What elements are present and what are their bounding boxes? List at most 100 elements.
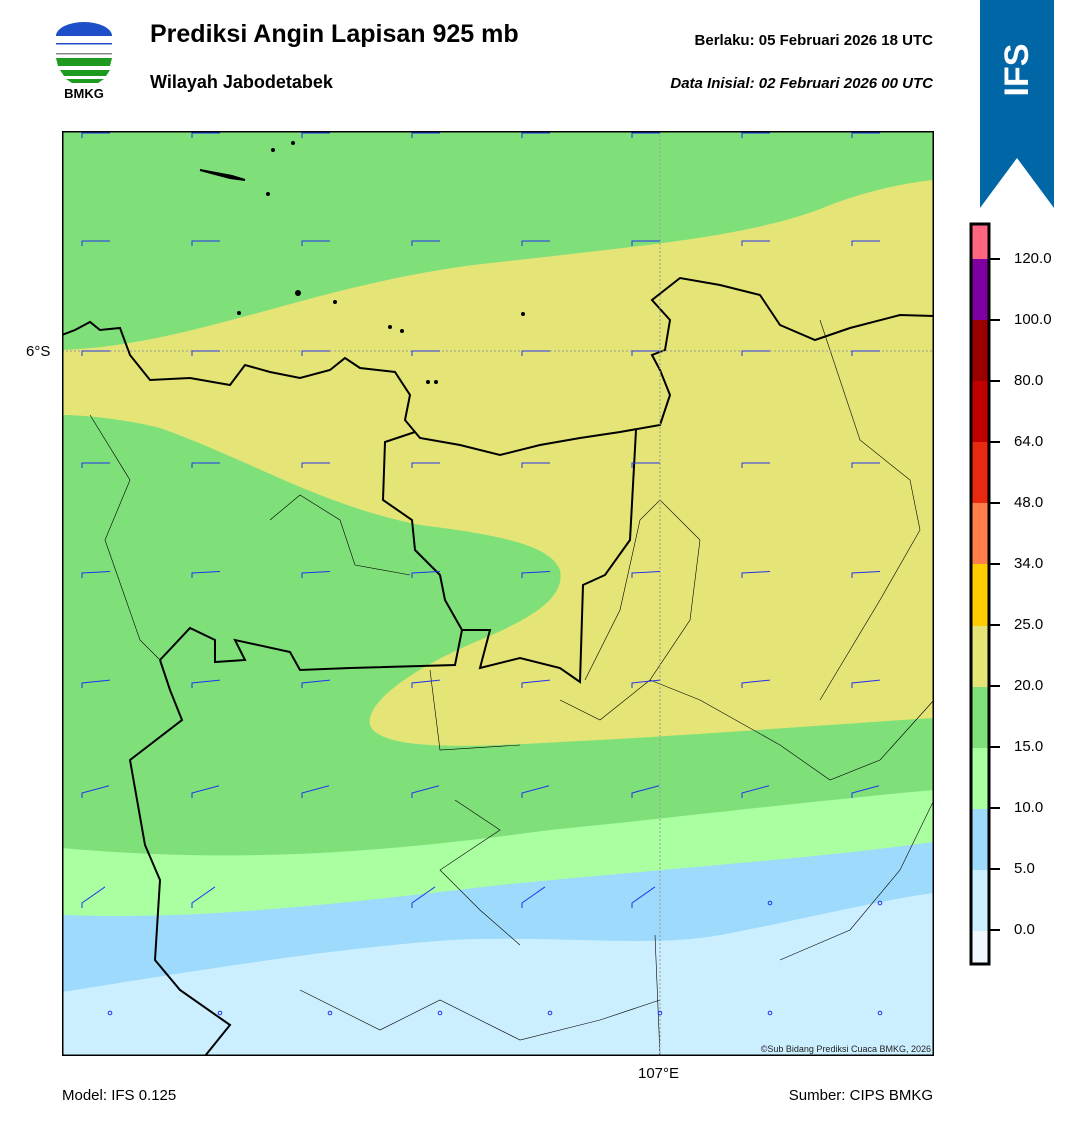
colorbar-segment — [971, 320, 989, 381]
page-title: Prediksi Angin Lapisan 925 mb — [150, 20, 519, 48]
wind-barb — [301, 679, 330, 688]
wind-barb — [851, 571, 880, 578]
calm-wind-marker — [107, 1010, 113, 1016]
wind-barb — [81, 785, 110, 798]
valid-time: Berlaku: 05 Februari 2026 18 UTC — [694, 32, 933, 49]
wind-barb — [631, 785, 660, 798]
wind-barb — [411, 886, 436, 908]
ifs-label: IFS — [998, 43, 1036, 97]
wind-barb — [81, 679, 110, 688]
wind-barb — [191, 785, 220, 798]
colorbar — [969, 222, 1000, 966]
wind-barb — [81, 886, 106, 908]
wind-barb — [741, 785, 770, 798]
calm-wind-marker — [767, 1010, 773, 1016]
wind-barb — [631, 886, 656, 908]
band-0-5 — [62, 893, 934, 1056]
wind-barb — [191, 350, 220, 356]
calm-wind-marker — [327, 1010, 333, 1016]
svg-text:BMKG: BMKG — [64, 86, 104, 101]
wind-barb — [741, 132, 770, 138]
wind-barb — [851, 785, 880, 798]
coastline — [62, 276, 934, 1056]
wind-barb — [631, 350, 660, 356]
colorbar-segment — [971, 503, 989, 564]
colorbar-segment — [971, 381, 989, 442]
wind-barb — [81, 350, 110, 356]
wind-barb — [411, 350, 440, 356]
wind-barb — [851, 240, 880, 246]
region-subtitle: Wilayah Jabodetabek — [150, 72, 333, 92]
colorbar-tick-label: 20.0 — [1014, 677, 1044, 694]
colorbar-tick-label: 100.0 — [1014, 311, 1052, 328]
wind-barb — [411, 785, 440, 798]
wind-barb — [81, 132, 110, 138]
wind-barb — [411, 679, 440, 688]
colorbar-segment — [971, 259, 989, 320]
wind-map — [62, 131, 934, 1056]
wind-barb — [191, 571, 220, 578]
wind-barb — [301, 571, 330, 578]
colorbar-tick-label: 5.0 — [1014, 860, 1035, 877]
wind-barb — [521, 132, 550, 138]
wind-barb — [81, 240, 110, 246]
band-20-25 — [62, 180, 934, 746]
initial-time: Data Inisial: 02 Februari 2026 00 UTC — [670, 75, 933, 92]
longitude-label: 107°E — [638, 1065, 680, 1082]
colorbar-tick-label: 48.0 — [1014, 494, 1044, 511]
colorbar-segment — [971, 224, 989, 259]
colorbar-segment — [971, 870, 989, 931]
wind-barb — [631, 240, 660, 246]
wind-barb — [521, 886, 546, 908]
colorbar-segment — [971, 748, 989, 809]
wind-barb — [741, 462, 770, 468]
colorbar-tick-label: 0.0 — [1014, 921, 1035, 938]
wind-barb — [411, 240, 440, 246]
colorbar-segment — [971, 442, 989, 503]
source-info: Sumber: CIPS BMKG — [788, 1087, 933, 1104]
latitude-label: 6°S — [26, 343, 51, 360]
wind-barb — [191, 462, 220, 468]
colorbar-tick-label: 34.0 — [1014, 555, 1044, 572]
colorbar-tick-label: 25.0 — [1014, 616, 1044, 633]
colorbar-tick-label: 80.0 — [1014, 372, 1044, 389]
wind-barb — [411, 462, 440, 468]
calm-wind-marker — [657, 1010, 663, 1016]
colorbar-tick-label: 15.0 — [1014, 738, 1044, 755]
wind-barb — [851, 462, 880, 468]
wind-barb — [191, 132, 220, 138]
wind-barb — [81, 462, 110, 468]
wind-barb — [301, 785, 330, 798]
calm-wind-marker — [877, 1010, 883, 1016]
wind-barb — [741, 679, 770, 688]
wind-barb — [521, 350, 550, 356]
wind-barb — [631, 571, 660, 578]
colorbar-frame — [969, 222, 991, 966]
wind-barb — [191, 240, 220, 246]
bmkg-logo: BMKG — [56, 22, 112, 101]
colorbar-segment — [971, 809, 989, 870]
wind-barb — [301, 132, 330, 138]
wind-barb — [851, 132, 880, 138]
colorbar-segment — [971, 626, 989, 687]
wind-barb — [191, 679, 220, 688]
wind-barb — [631, 462, 660, 468]
calm-wind-marker — [877, 900, 883, 906]
wind-barb — [521, 785, 550, 798]
wind-barb — [741, 350, 770, 356]
wind-barb — [521, 679, 550, 688]
wind-barb — [301, 240, 330, 246]
wind-barb — [851, 679, 880, 688]
wind-barb — [521, 240, 550, 246]
wind-barbs — [81, 132, 883, 1016]
wind-barb — [81, 571, 110, 578]
wind-barb — [411, 132, 440, 138]
colorbar-segment — [971, 931, 989, 964]
colorbar-segment — [971, 564, 989, 626]
wind-barb — [411, 571, 440, 578]
wind-barb — [521, 571, 550, 578]
colorbar-tick-label: 120.0 — [1014, 250, 1052, 267]
wind-barb — [631, 679, 660, 688]
copyright: ©Sub Bidang Prediksi Cuaca BMKG, 2026 — [760, 1044, 931, 1054]
